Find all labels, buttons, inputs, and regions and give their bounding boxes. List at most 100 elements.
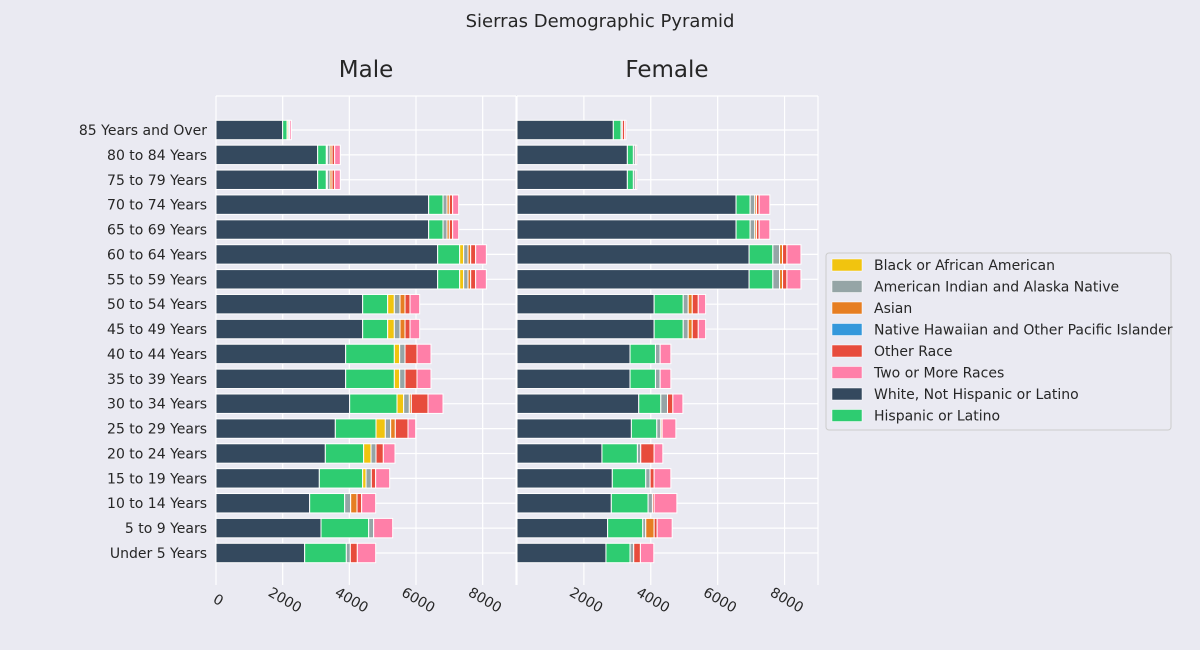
female-bar-american-indian-and-alaska-native-60-to-64-years xyxy=(772,244,781,265)
male-bar-two-or-more-races-35-to-39-years xyxy=(416,368,432,390)
female-bar-two-or-more-races-30-to-34-years xyxy=(672,393,684,414)
male-bar-hispanic-or-latino-20-to-24-years xyxy=(324,443,365,464)
male-bar-hispanic-or-latino-35-to-39-years xyxy=(345,368,395,390)
male-bar-two-or-more-races-75-to-79-years xyxy=(334,169,341,190)
male-bar-two-or-more-races-55-to-59-years xyxy=(475,269,487,290)
legend-swatch-native-hawaiian-and-other-pacific-islander xyxy=(831,323,863,336)
male-bar-hispanic-or-latino-15-to-19-years xyxy=(318,468,364,489)
male-bar-other-race-40-to-44-years xyxy=(404,343,418,365)
female-bar-american-indian-and-alaska-native-40-to-44-years xyxy=(654,343,661,365)
female-bar-other-race-30-to-34-years xyxy=(667,393,674,414)
male-bar-american-indian-and-alaska-native-15-to-19-years xyxy=(365,468,372,489)
male-bar-white-not-hispanic-or-latino-30-to-34-years xyxy=(215,393,351,414)
female-bar-other-race-20-to-24-years xyxy=(640,443,655,464)
male-bar-american-indian-and-alaska-native-45-to-49-years xyxy=(393,318,401,340)
male-bar-two-or-more-races-50-to-54-years xyxy=(409,293,421,315)
legend-swatch-american-indian-and-alaska-native xyxy=(831,280,863,293)
y-tick-label: 5 to 9 Years xyxy=(125,521,207,537)
female-bar-american-indian-and-alaska-native-under-5-years xyxy=(629,542,635,564)
male-bar-other-race-30-to-34-years xyxy=(410,393,429,414)
male-bar-other-race-20-to-24-years xyxy=(375,443,384,464)
male-bar-hispanic-or-latino-75-to-79-years xyxy=(317,169,327,190)
female-bar-two-or-more-races-35-to-39-years xyxy=(659,368,672,390)
y-tick-label: 85 Years and Over xyxy=(79,123,207,139)
female-bar-hispanic-or-latino-70-to-74-years xyxy=(735,194,751,215)
y-tick-label: 55 to 59 Years xyxy=(107,272,207,288)
y-tick-label: 80 to 84 Years xyxy=(107,148,207,164)
male-bar-two-or-more-races-30-to-34-years xyxy=(427,393,444,414)
male-bar-other-race-10-to-14-years xyxy=(356,493,363,514)
y-tick-label: 20 to 24 Years xyxy=(107,446,207,462)
female-bar-other-race-60-to-64-years xyxy=(782,244,788,265)
female-bar-white-not-hispanic-or-latino-60-to-64-years xyxy=(516,244,750,265)
female-bar-hispanic-or-latino-under-5-years xyxy=(605,542,631,564)
male-bar-white-not-hispanic-or-latino-35-to-39-years xyxy=(215,368,347,390)
male-bar-hispanic-or-latino-45-to-49-years xyxy=(362,318,389,340)
female-bar-hispanic-or-latino-25-to-29-years xyxy=(630,418,658,439)
legend-label-other-race: Other Race xyxy=(874,344,953,360)
male-bar-two-or-more-races-70-to-74-years xyxy=(452,194,460,215)
male-bar-two-or-more-races-80-to-84-years xyxy=(334,144,341,166)
y-tick-label: 45 to 49 Years xyxy=(107,322,207,338)
male-bar-white-not-hispanic-or-latino-10-to-14-years xyxy=(215,493,311,514)
female-x-tick-label: 8000 xyxy=(767,585,806,617)
male-bar-other-race-25-to-29-years xyxy=(394,418,409,439)
female-bar-white-not-hispanic-or-latino-5-to-9-years xyxy=(516,517,609,539)
male-bar-hispanic-or-latino-25-to-29-years xyxy=(334,418,377,439)
male-bar-two-or-more-races-under-5-years xyxy=(356,542,377,564)
male-bar-hispanic-or-latino-55-to-59-years xyxy=(437,269,461,290)
legend-label-native-hawaiian-and-other-pacific-islander: Native Hawaiian and Other Pacific Island… xyxy=(874,323,1173,339)
y-tick-label: 60 to 64 Years xyxy=(107,247,207,263)
y-tick-label: 75 to 79 Years xyxy=(107,173,207,189)
female-bar-two-or-more-races-40-to-44-years xyxy=(659,343,672,365)
male-bar-american-indian-and-alaska-native-5-to-9-years xyxy=(368,517,375,539)
female-bar-white-not-hispanic-or-latino-55-to-59-years xyxy=(516,269,750,290)
female-bar-american-indian-and-alaska-native-10-to-14-years xyxy=(647,493,653,514)
male-bar-hispanic-or-latino-30-to-34-years xyxy=(349,393,398,414)
y-tick-label: Under 5 Years xyxy=(110,546,207,562)
male-bar-hispanic-or-latino-65-to-69-years xyxy=(428,219,444,240)
legend-swatch-two-or-more-races xyxy=(831,366,863,379)
legend-label-two-or-more-races: Two or More Races xyxy=(873,366,1004,382)
female-bar-american-indian-and-alaska-native-25-to-29-years xyxy=(656,418,662,439)
female-bar-two-or-more-races-55-to-59-years xyxy=(786,269,802,290)
female-bar-two-or-more-races-20-to-24-years xyxy=(653,443,664,464)
male-bar-hispanic-or-latino-40-to-44-years xyxy=(345,343,395,365)
male-bar-two-or-more-races-85-years-and-over xyxy=(289,119,292,141)
male-bar-other-race-50-to-54-years xyxy=(404,293,411,315)
male-bar-two-or-more-races-25-to-29-years xyxy=(407,418,417,439)
male-bar-white-not-hispanic-or-latino-40-to-44-years xyxy=(215,343,347,365)
female-bar-other-race-15-to-19-years xyxy=(649,468,655,489)
female-bar-hispanic-or-latino-60-to-64-years xyxy=(748,244,774,265)
female-x-tick-label: 2000 xyxy=(566,585,605,617)
female-x-tick-label: 4000 xyxy=(633,585,672,617)
legend-label-white-not-hispanic-or-latino: White, Not Hispanic or Latino xyxy=(874,387,1079,403)
female-bar-white-not-hispanic-or-latino-75-to-79-years xyxy=(516,169,628,190)
female-bar-white-not-hispanic-or-latino-70-to-74-years xyxy=(516,194,737,215)
male-bar-american-indian-and-alaska-native-65-to-69-years xyxy=(442,219,448,240)
male-bar-two-or-more-races-60-to-64-years xyxy=(475,244,487,265)
male-bar-two-or-more-races-5-to-9-years xyxy=(373,517,394,539)
male-bar-white-not-hispanic-or-latino-50-to-54-years xyxy=(215,293,364,315)
y-tick-label: 15 to 19 Years xyxy=(107,471,207,487)
female-bar-hispanic-or-latino-65-to-69-years xyxy=(735,219,751,240)
female-bar-white-not-hispanic-or-latino-45-to-49-years xyxy=(516,318,655,340)
legend-label-asian: Asian xyxy=(874,301,912,317)
female-bar-american-indian-and-alaska-native-55-to-59-years xyxy=(772,269,781,290)
male-bar-white-not-hispanic-or-latino-75-to-79-years xyxy=(215,169,319,190)
male-bar-white-not-hispanic-or-latino-45-to-49-years xyxy=(215,318,364,340)
male-bar-hispanic-or-latino-50-to-54-years xyxy=(362,293,389,315)
female-bar-hispanic-or-latino-40-to-44-years xyxy=(629,343,656,365)
legend-box xyxy=(825,252,1172,431)
female-bar-hispanic-or-latino-55-to-59-years xyxy=(748,269,774,290)
female-bar-american-indian-and-alaska-native-35-to-39-years xyxy=(654,368,661,390)
male-x-tick-label: 6000 xyxy=(399,585,438,617)
y-tick-label: 30 to 34 Years xyxy=(107,397,207,413)
female-bar-other-race-45-to-49-years xyxy=(691,318,699,340)
female-bar-hispanic-or-latino-75-to-79-years xyxy=(626,169,634,190)
female-bar-two-or-more-races-under-5-years xyxy=(639,542,655,564)
female-bar-hispanic-or-latino-50-to-54-years xyxy=(653,293,684,315)
male-bar-black-or-african-american-60-to-64-years xyxy=(459,244,465,265)
male-bar-black-or-african-american-35-to-39-years xyxy=(393,368,401,390)
female-bar-two-or-more-races-10-to-14-years xyxy=(653,493,678,514)
